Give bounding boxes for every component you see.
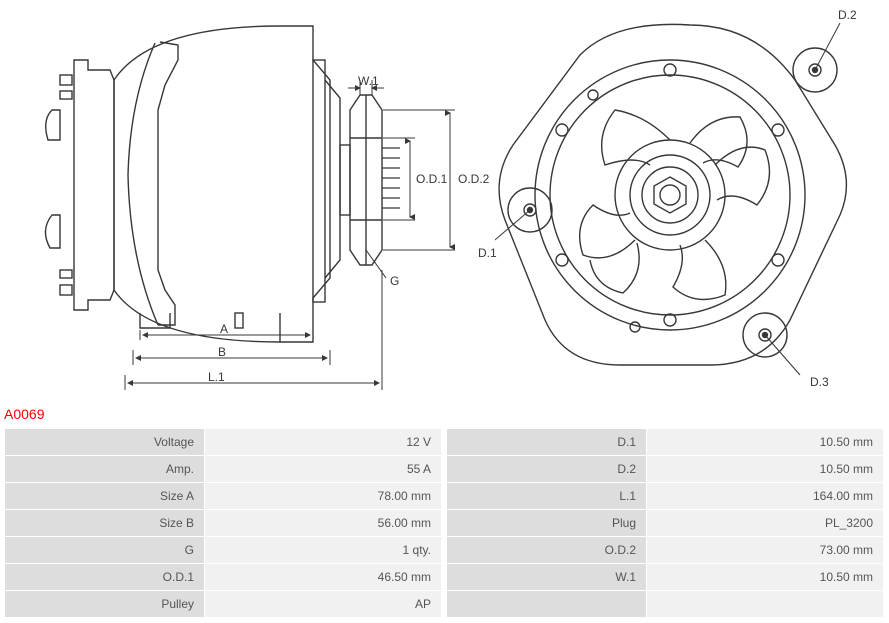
table-row: D.110.50 mm — [447, 429, 884, 456]
dim-label-od1: O.D.1 — [416, 172, 447, 186]
spec-value: 78.00 mm — [205, 483, 442, 510]
spec-label: Size A — [5, 483, 205, 510]
table-row: PulleyAP — [5, 591, 442, 618]
spec-label: D.2 — [447, 456, 647, 483]
spec-label: Plug — [447, 510, 647, 537]
alternator-side-view — [30, 20, 460, 400]
dim-label-d2: D.2 — [838, 8, 857, 22]
spec-label — [447, 591, 647, 618]
table-row — [447, 591, 884, 618]
dim-label-d1: D.1 — [478, 246, 497, 260]
spec-tables: Voltage12 VAmp.55 ASize A78.00 mmSize B5… — [4, 428, 884, 618]
spec-value: 46.50 mm — [205, 564, 442, 591]
spec-value: PL_3200 — [647, 510, 884, 537]
table-row: Size B56.00 mm — [5, 510, 442, 537]
dim-label-g: G — [390, 274, 399, 288]
dim-label-w1: W.1 — [358, 74, 379, 88]
table-row: Amp.55 A — [5, 456, 442, 483]
spec-value: 164.00 mm — [647, 483, 884, 510]
spec-value: 10.50 mm — [647, 429, 884, 456]
spec-value: 56.00 mm — [205, 510, 442, 537]
spec-value: 10.50 mm — [647, 564, 884, 591]
spec-value: AP — [205, 591, 442, 618]
spec-label: L.1 — [447, 483, 647, 510]
table-row: W.110.50 mm — [447, 564, 884, 591]
dim-label-a: A — [220, 322, 228, 336]
table-row: D.210.50 mm — [447, 456, 884, 483]
spec-label: Pulley — [5, 591, 205, 618]
spec-label: Size B — [5, 510, 205, 537]
dim-label-b: B — [218, 345, 226, 359]
dim-label-d3: D.3 — [810, 375, 829, 389]
dim-label-l1: L.1 — [208, 370, 225, 384]
spec-label: Amp. — [5, 456, 205, 483]
dim-label-od2: O.D.2 — [458, 172, 489, 186]
spec-value: 55 A — [205, 456, 442, 483]
spec-value: 1 qty. — [205, 537, 442, 564]
spec-label: D.1 — [447, 429, 647, 456]
table-row: Size A78.00 mm — [5, 483, 442, 510]
spec-label: O.D.2 — [447, 537, 647, 564]
spec-table-right: D.110.50 mmD.210.50 mmL.1164.00 mmPlugPL… — [446, 428, 884, 618]
table-row: O.D.273.00 mm — [447, 537, 884, 564]
spec-value: 73.00 mm — [647, 537, 884, 564]
spec-label: G — [5, 537, 205, 564]
table-row: O.D.146.50 mm — [5, 564, 442, 591]
alternator-front-view — [495, 15, 875, 395]
spec-value — [647, 591, 884, 618]
table-row: G1 qty. — [5, 537, 442, 564]
diagram-area: A B L.1 W.1 O.D.1 O.D.2 G — [0, 0, 889, 400]
spec-table-left: Voltage12 VAmp.55 ASize A78.00 mmSize B5… — [4, 428, 442, 618]
spec-label: O.D.1 — [5, 564, 205, 591]
spec-label: Voltage — [5, 429, 205, 456]
part-number: A0069 — [4, 406, 44, 422]
table-row: PlugPL_3200 — [447, 510, 884, 537]
table-row: L.1164.00 mm — [447, 483, 884, 510]
spec-label: W.1 — [447, 564, 647, 591]
spec-value: 12 V — [205, 429, 442, 456]
spec-value: 10.50 mm — [647, 456, 884, 483]
table-row: Voltage12 V — [5, 429, 442, 456]
